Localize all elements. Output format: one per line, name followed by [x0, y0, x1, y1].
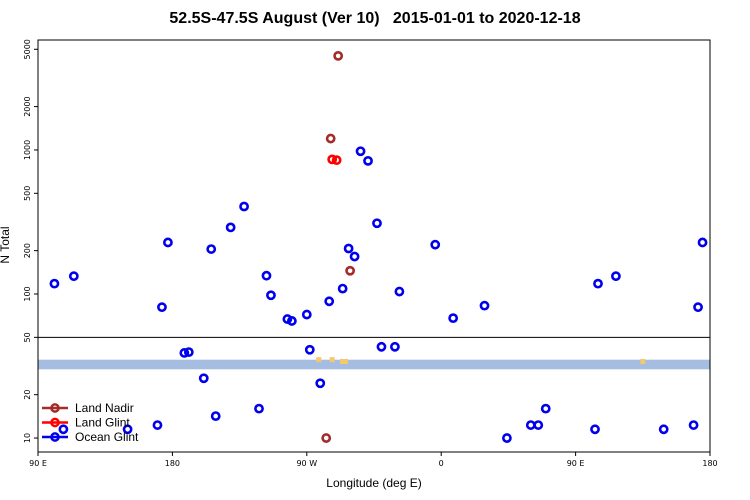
ocean-glint-point [658, 424, 669, 435]
ocean-glint-point [58, 424, 69, 435]
plot-frame [37, 39, 711, 453]
x-tick-label: 90 W [296, 459, 317, 468]
ocean-glint-point [349, 251, 360, 262]
y-tick-label: 20 [23, 390, 32, 400]
legend-label-land-nadir: Land Nadir [75, 401, 134, 415]
land-marker [343, 358, 349, 364]
ocean-glint-point [301, 309, 312, 320]
y-tick-label: 5000 [23, 39, 32, 59]
ocean-glint-point [206, 244, 217, 254]
ocean-glint-point [525, 420, 536, 430]
data-points [49, 50, 708, 443]
ocean-glint-point [163, 237, 173, 248]
ocean-glint-point [390, 341, 400, 352]
ocean-glint-point [430, 239, 441, 250]
land-marker [329, 357, 335, 363]
x-axis-ticks: 90 E 180 90 W 0 90 E 180 [29, 452, 718, 468]
y-tick-label: 500 [23, 186, 32, 201]
ocean-glint-point [179, 348, 190, 358]
ocean-glint-point [315, 378, 326, 389]
ocean-glint-point [286, 316, 297, 326]
ocean-glint-point [697, 237, 708, 248]
ocean-glint-point [266, 290, 276, 301]
ocean-glint-point [593, 278, 603, 289]
ocean-glint-point [533, 420, 544, 430]
y-tick-label: 10 [23, 433, 32, 443]
ocean-glint-point [448, 313, 459, 324]
ocean-glint-point [502, 433, 512, 443]
land-glint-point [331, 155, 342, 166]
ocean-glint-point [372, 218, 382, 229]
ocean-glint-point [198, 373, 209, 384]
legend-marker-land-glint [50, 417, 60, 428]
x-axis-label: Longitude (deg E) [326, 476, 422, 490]
y-tick-label: 50 [23, 332, 32, 342]
ocean-glint-point [693, 302, 703, 313]
ocean-glint-point [304, 344, 315, 355]
x-tick-label: 0 [439, 459, 444, 468]
x-tick-label: 180 [165, 459, 180, 468]
ocean-glint-point [590, 424, 600, 435]
x-tick-label: 90 E [567, 459, 585, 468]
y-axis-label: N Total [0, 226, 12, 263]
ocean-glint-point [261, 270, 272, 281]
ocean-glint-point [376, 341, 387, 352]
legend-label-land-glint: Land Glint [75, 416, 130, 430]
land-marker [340, 358, 346, 364]
ocean-glint-point [239, 201, 249, 212]
land-glint-point [327, 154, 338, 165]
land-nadir-point [333, 50, 344, 61]
land-marker-layer [316, 357, 646, 364]
ocean-glint-point [479, 300, 490, 311]
y-tick-label: 2000 [23, 96, 32, 116]
coverage-band-layer [38, 359, 710, 370]
ocean-glint-point [540, 403, 551, 414]
ocean-glint-point [49, 278, 60, 289]
ocean-glint-point [152, 420, 163, 430]
ocean-glint-point [324, 296, 335, 307]
ocean-glint-point [363, 155, 373, 166]
ocean-glint-point [611, 271, 621, 282]
land-nadir-point [345, 265, 356, 276]
coverage-band [38, 359, 710, 370]
land-nadir-point [325, 133, 336, 144]
ocean-glint-point [394, 286, 405, 297]
ocean-glint-point [210, 411, 221, 422]
y-tick-label: 200 [23, 243, 32, 258]
ocean-glint-point [225, 222, 236, 233]
ocean-glint-point [122, 424, 133, 435]
y-tick-label: 1000 [23, 140, 32, 160]
ocean-glint-point [183, 347, 194, 358]
legend-marker-ocean-glint [50, 432, 60, 442]
y-axis-ticks: 10 20 50 100 200 500 1000 2000 5000 [23, 39, 38, 443]
land-marker [316, 357, 322, 363]
x-tick-label: 90 E [29, 459, 47, 468]
ocean-glint-point [254, 403, 264, 414]
land-nadir-point [321, 433, 332, 443]
ocean-glint-point [157, 302, 167, 313]
ocean-glint-point [355, 146, 366, 157]
chart-title: 52.5S-47.5S August (Ver 10) 2015-01-01 t… [169, 10, 581, 27]
y-tick-label: 100 [23, 286, 32, 301]
legend-marker-land-nadir [50, 403, 60, 413]
ocean-glint-point [343, 243, 354, 254]
x-tick-label: 180 [702, 459, 717, 468]
ocean-glint-point [68, 271, 79, 282]
ocean-glint-point [337, 283, 348, 294]
ocean-glint-point [688, 420, 699, 430]
land-marker [640, 358, 646, 364]
legend-label-ocean-glint: Ocean Glint [75, 430, 139, 444]
